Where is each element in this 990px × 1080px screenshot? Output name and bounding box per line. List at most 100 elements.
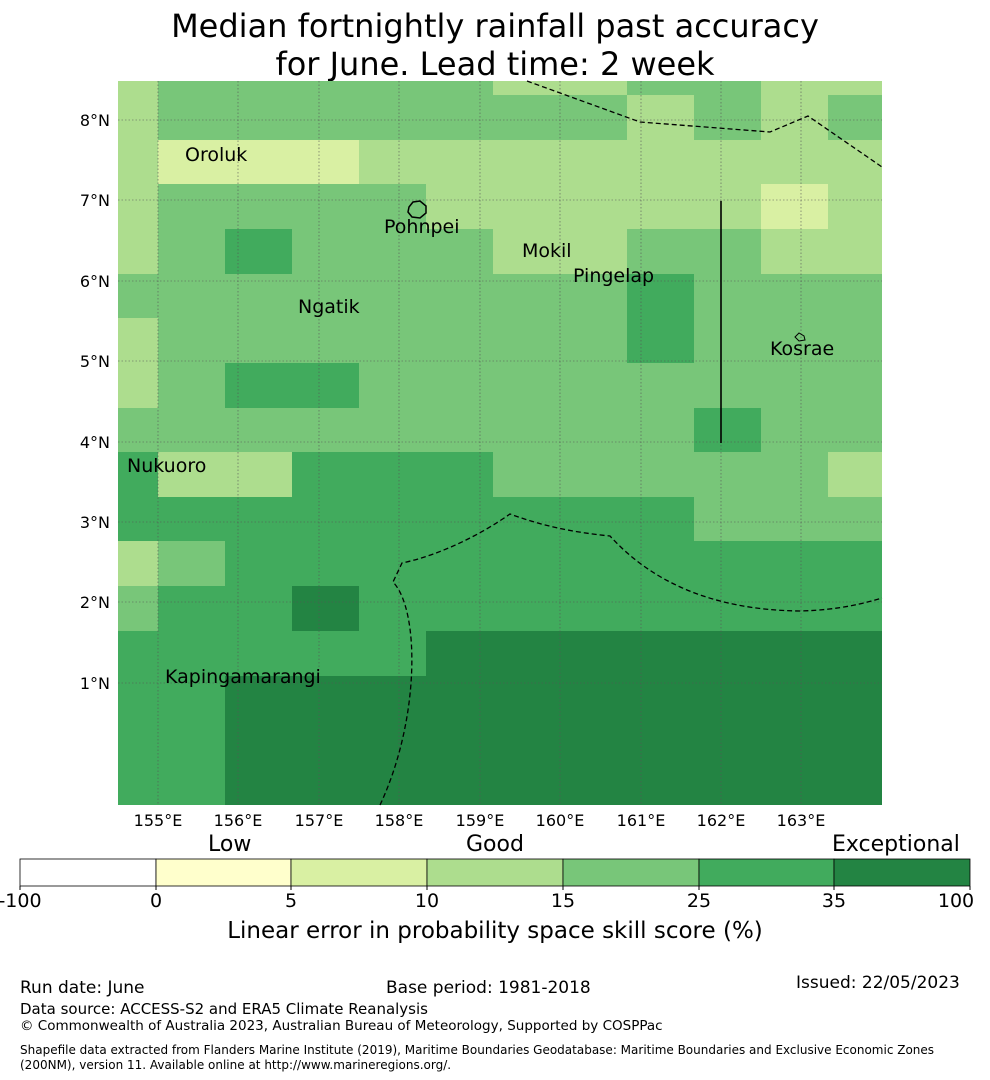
skill-cell (493, 229, 560, 274)
skill-cell (761, 81, 828, 95)
skill-cell (761, 631, 828, 676)
skill-cell (225, 541, 292, 586)
skill-cell (118, 95, 158, 140)
skill-cell (359, 452, 426, 497)
skill-cell (828, 184, 882, 229)
skill-cell (158, 140, 225, 184)
skill-cell (493, 81, 560, 95)
skill-cell (627, 229, 694, 274)
skill-cell (225, 408, 292, 452)
lat-label: 8°N (80, 111, 110, 130)
skill-cell (292, 586, 359, 631)
skill-cell (560, 408, 627, 452)
skill-cell (560, 184, 627, 229)
colorbar-segment (698, 858, 835, 887)
skill-cell (292, 676, 359, 720)
skill-cell (560, 631, 627, 676)
skill-cell (560, 140, 627, 184)
lat-label: 2°N (80, 593, 110, 612)
skill-cell (560, 363, 627, 408)
lon-label: 155°E (134, 811, 183, 830)
skill-cell (225, 631, 292, 676)
skill-cell (225, 184, 292, 229)
skill-cell (627, 586, 694, 631)
colorbar-tick: 0 (149, 890, 163, 912)
skill-cell (560, 95, 627, 140)
lon-label: 159°E (456, 811, 505, 830)
skill-cell (118, 720, 158, 765)
skill-cell (118, 81, 158, 95)
shapefile-credit: Shapefile data extracted from Flanders M… (20, 1043, 935, 1072)
skill-cell (560, 81, 627, 95)
lon-label: 156°E (214, 811, 263, 830)
skill-cell (225, 140, 292, 184)
skill-cell (158, 95, 225, 140)
skill-cell (359, 363, 426, 408)
skill-cell (118, 318, 158, 363)
skill-cell (761, 363, 828, 408)
run-date: Run date: June (20, 978, 145, 998)
skill-cell (761, 676, 828, 720)
skill-cell (761, 318, 828, 363)
skill-cell (493, 318, 560, 363)
skill-cell (158, 452, 225, 497)
eez-boundary-south (379, 513, 883, 806)
colorbar-label-exceptional: Exceptional (832, 832, 960, 857)
skill-cell (493, 408, 560, 452)
skill-cell (426, 95, 493, 140)
skill-cell (225, 452, 292, 497)
skill-cell (828, 95, 882, 140)
pohnpei-island-outline (407, 200, 427, 219)
skill-cell (493, 586, 560, 631)
skill-cell (761, 720, 828, 765)
colorbar-tick: 5 (284, 890, 298, 912)
skill-cell (359, 541, 426, 586)
colorbar-tick: 15 (550, 890, 576, 912)
skill-cell (359, 274, 426, 318)
place-label: Pohnpei (384, 216, 460, 238)
skill-cell (292, 95, 359, 140)
skill-cell (761, 408, 828, 452)
skill-cell (426, 676, 493, 720)
skill-cell (627, 140, 694, 184)
skill-cell (828, 631, 882, 676)
skill-cell (158, 229, 225, 274)
skill-cell (694, 676, 761, 720)
skill-cell (359, 631, 426, 676)
skill-cell (828, 497, 882, 541)
skill-cell (761, 140, 828, 184)
skill-cell (627, 452, 694, 497)
skill-cell (118, 497, 158, 541)
lat-label: 6°N (80, 272, 110, 291)
skill-cell (158, 363, 225, 408)
skill-cell (560, 274, 627, 318)
colorbar (19, 858, 971, 890)
skill-cell (761, 765, 828, 805)
skill-cell (627, 720, 694, 765)
skill-cell (828, 363, 882, 408)
skill-cell (359, 140, 426, 184)
lon-label: 160°E (536, 811, 585, 830)
skill-cell (560, 765, 627, 805)
kosrae-island-outline (794, 332, 806, 342)
skill-cell (493, 676, 560, 720)
skill-cell (426, 363, 493, 408)
skill-cell (694, 586, 761, 631)
skill-cell (292, 140, 359, 184)
skill-cell (292, 541, 359, 586)
skill-cell (694, 720, 761, 765)
skill-cell (627, 765, 694, 805)
skill-cell (627, 184, 694, 229)
lat-label: 7°N (80, 191, 110, 210)
skill-cell (493, 95, 560, 140)
skill-cell (493, 541, 560, 586)
skill-cell (761, 586, 828, 631)
skill-cell (694, 631, 761, 676)
skill-cell (292, 720, 359, 765)
skill-cell (225, 497, 292, 541)
colorbar-title: Linear error in probability space skill … (227, 918, 763, 944)
lat-label: 4°N (80, 433, 110, 452)
skill-cell (158, 765, 225, 805)
skill-cell (493, 274, 560, 318)
